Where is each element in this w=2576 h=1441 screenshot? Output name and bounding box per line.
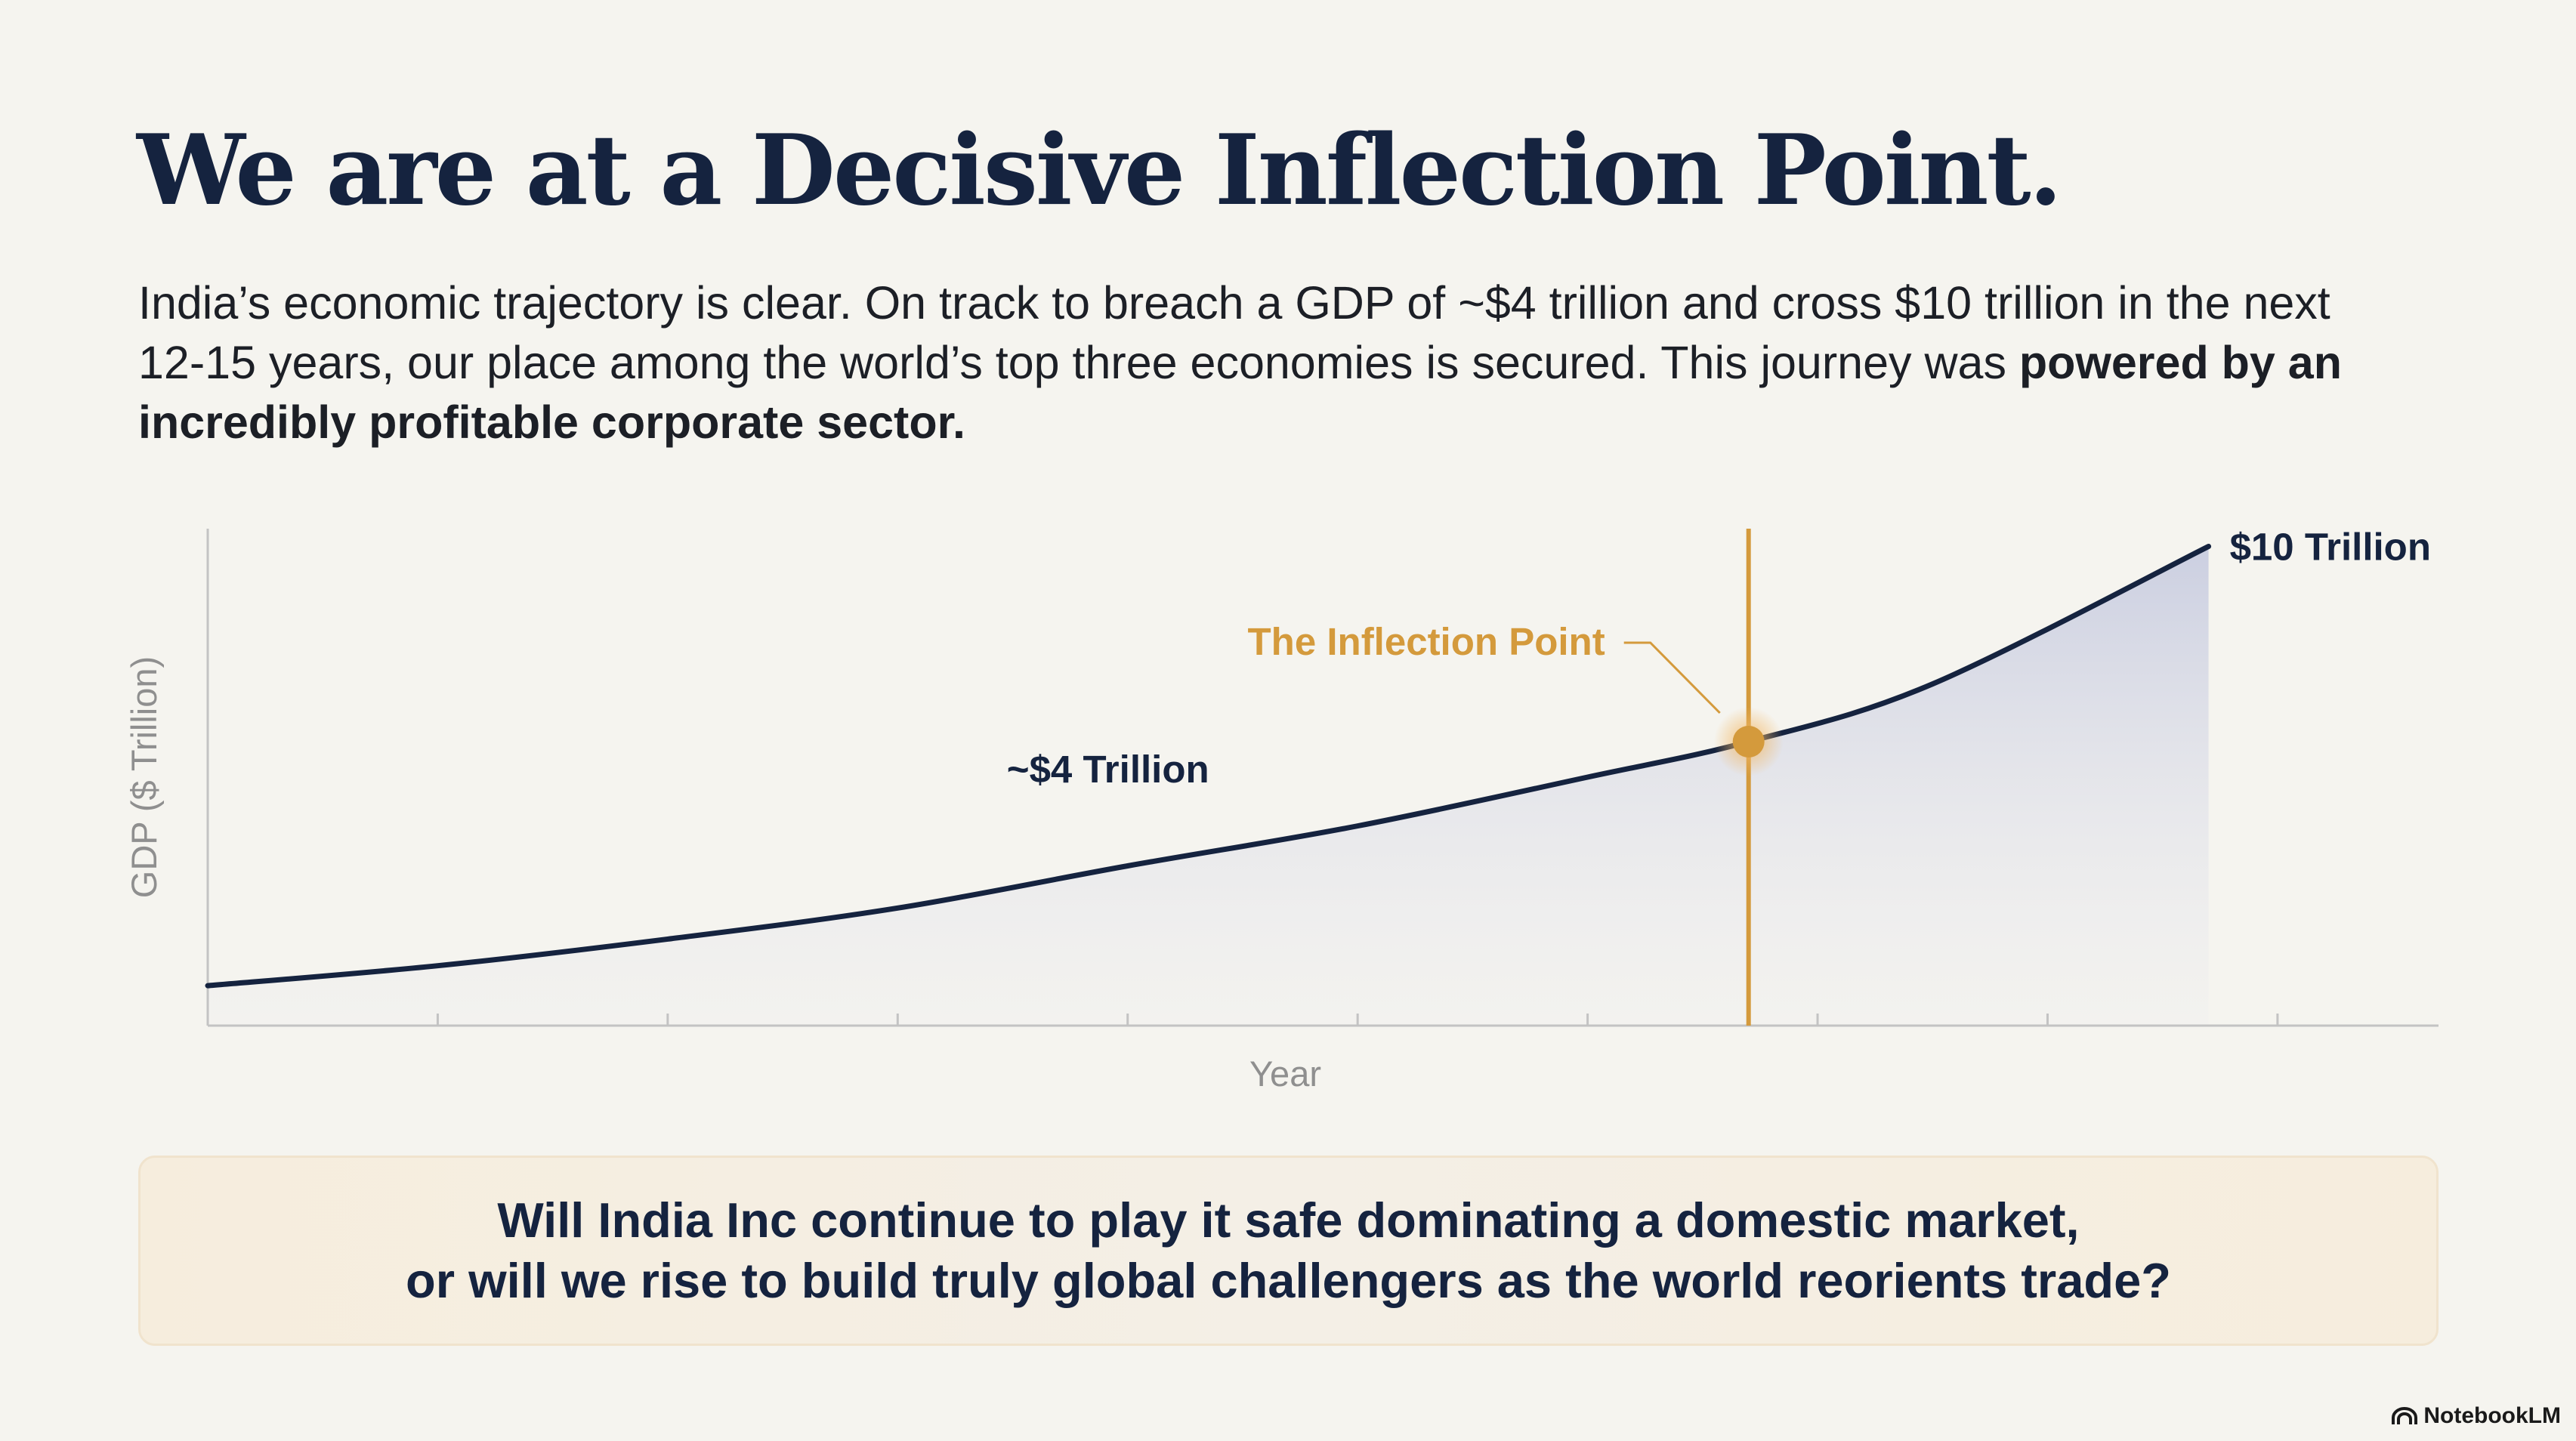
question-line-2: or will we rise to build truly global ch… [406,1253,2171,1308]
brand-name: NotebookLM [2423,1403,2561,1428]
y-axis-label: GDP ($ Trillion) [124,656,164,898]
intro-paragraph: India’s economic trajectory is clear. On… [138,273,2367,452]
question-line-1: Will India Inc continue to play it safe … [497,1193,2080,1248]
inflection-leader-line [1623,641,1721,714]
label-10-trillion: $10 Trillion [2230,526,2431,569]
brand-footer: NotebookLM [2392,1403,2561,1429]
gdp-series-line [205,544,2212,989]
notebooklm-logo-icon [2392,1407,2418,1424]
intro-emphasis: powered by an incredibly profitable corp… [138,337,2342,448]
gdp-chart: The Inflection Point ~$4 Trillion $10 Tr… [124,526,2439,1094]
area-fill [208,546,2209,1026]
x-ticks [436,1014,2279,1026]
x-axis-label: Year [1249,1054,1321,1094]
intro-text: India’s economic trajectory is clear. On… [138,277,2330,388]
inflection-label: The Inflection Point [1248,620,1605,663]
inflection-point-marker [1732,726,1765,758]
slide-title: We are at a Decisive Inflection Point. [137,114,2062,227]
label-4-trillion: ~$4 Trillion [1007,748,1209,791]
question-callout: Will India Inc continue to play it safe … [138,1156,2439,1346]
